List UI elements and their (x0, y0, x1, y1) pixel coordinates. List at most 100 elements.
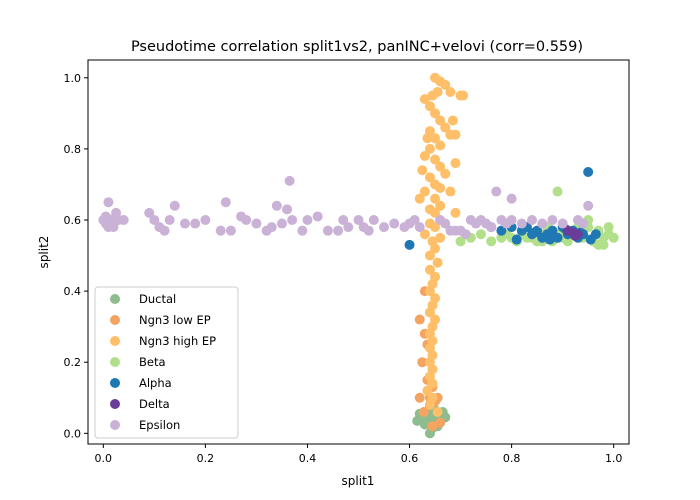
data-point-epsilon (100, 211, 111, 222)
data-point-epsilon (225, 225, 236, 236)
data-point-alpha (590, 229, 601, 240)
data-point-epsilon (322, 225, 333, 236)
data-point-ngn3-high-ep (430, 222, 441, 233)
legend: Ductal Ngn3 low EP Ngn3 high EP Beta Alpha De… (94, 286, 239, 439)
legend-label-alpha: Alpha (139, 376, 172, 390)
data-point-ngn3-high-ep (432, 407, 443, 417)
data-point-ngn3-high-ep (450, 158, 461, 169)
data-point-beta (598, 239, 609, 250)
y-tick-label: 1.0 (64, 72, 82, 85)
data-point-beta (608, 232, 619, 243)
data-point-ngn3-high-ep (435, 115, 446, 126)
data-point-epsilon (144, 207, 155, 218)
data-point-epsilon (284, 175, 295, 186)
data-point-epsilon (557, 218, 568, 229)
data-point-ngn3-high-ep (440, 122, 451, 133)
data-point-ngn3-high-ep (450, 129, 461, 140)
y-tick-label: 0.2 (64, 356, 82, 369)
data-point-epsilon (491, 186, 502, 197)
legend-marker-delta (110, 399, 120, 409)
data-point-ngn3-low-ep (418, 407, 429, 417)
data-point-ngn3-high-ep (427, 378, 438, 389)
legend-label-ductal: Ductal (139, 292, 176, 306)
data-point-epsilon (578, 218, 589, 229)
x-tick-label: 0.6 (401, 452, 419, 465)
data-point-ngn3-high-ep (419, 186, 430, 197)
data-point-epsilon (190, 218, 201, 229)
data-point-ngn3-high-ep (424, 307, 435, 318)
x-tick-label: 1.0 (605, 452, 623, 465)
legend-box (94, 286, 239, 439)
legend-label-delta: Delta (139, 397, 170, 411)
chart-title: Pseudotime correlation split1vs2, panINC… (131, 39, 583, 55)
data-point-delta (567, 227, 578, 238)
data-point-alpha (404, 239, 415, 250)
data-point-epsilon (445, 225, 456, 236)
y-tick-label: 0.0 (64, 427, 82, 440)
legend-marker-alpha (110, 378, 120, 388)
y-tick-label: 0.8 (64, 143, 82, 156)
data-point-ngn3-high-ep (440, 168, 451, 179)
data-point-epsilon (363, 225, 374, 236)
data-point-ngn3-high-ep (430, 108, 441, 119)
x-tick-label: 0.4 (299, 452, 317, 465)
data-point-ngn3-high-ep (424, 250, 435, 261)
data-point-ngn3-low-ep (414, 314, 425, 325)
data-point-alpha (529, 227, 540, 238)
data-point-epsilon (179, 218, 190, 229)
data-point-ngn3-low-ep (435, 417, 446, 428)
data-point-epsilon (287, 215, 298, 225)
data-point-epsilon (302, 215, 313, 225)
data-point-epsilon (266, 222, 277, 233)
data-point-epsilon (486, 222, 497, 233)
data-point-ngn3-high-ep (458, 90, 469, 101)
legend-marker-epsilon (110, 420, 120, 430)
data-point-epsilon (435, 215, 446, 225)
data-point-epsilon (200, 215, 211, 225)
x-axis-label: split1 (342, 474, 375, 488)
data-point-ngn3-high-ep (419, 151, 430, 161)
data-point-ngn3-high-ep (435, 232, 446, 243)
data-point-ngn3-high-ep (445, 87, 456, 97)
data-point-ngn3-low-ep (414, 392, 425, 403)
y-tick-label: 0.4 (64, 285, 82, 298)
data-point-ngn3-high-ep (419, 229, 430, 240)
data-point-ngn3-high-ep (417, 165, 428, 176)
data-point-ngn3-high-ep (450, 207, 461, 218)
legend-marker-ductal (110, 294, 120, 304)
data-point-ngn3-high-ep (445, 186, 456, 197)
data-point-epsilon (379, 222, 390, 233)
data-point-alpha (583, 167, 594, 177)
data-point-ngn3-high-ep (430, 207, 441, 218)
points-layer (98, 72, 619, 439)
data-point-ngn3-high-ep (432, 257, 443, 268)
data-point-ngn3-high-ep (424, 264, 435, 275)
data-point-epsilon (276, 218, 287, 229)
data-point-epsilon (414, 222, 425, 233)
data-point-ngn3-high-ep (424, 286, 435, 297)
data-point-alpha (544, 234, 555, 245)
data-point-epsilon (103, 222, 114, 233)
data-point-ngn3-high-ep (430, 133, 441, 144)
data-point-beta (603, 222, 614, 233)
data-point-epsilon (343, 222, 354, 233)
data-point-ngn3-high-ep (435, 140, 446, 151)
data-point-epsilon (537, 218, 548, 229)
data-point-ngn3-high-ep (424, 172, 435, 183)
data-point-beta (552, 186, 563, 197)
x-tick-label: 0.8 (503, 452, 521, 465)
data-point-ngn3-high-ep (424, 143, 435, 154)
legend-marker-ngn3-high-ep (110, 336, 120, 346)
data-point-ngn3-high-ep (414, 193, 425, 204)
data-point-ngn3-high-ep (430, 154, 441, 165)
legend-label-beta: Beta (139, 355, 166, 369)
data-point-epsilon (409, 215, 420, 225)
plot-frame (87, 59, 630, 445)
data-point-ngn3-high-ep (435, 200, 446, 211)
data-point-epsilon (118, 215, 129, 225)
data-point-alpha (511, 234, 522, 245)
data-point-ngn3-high-ep (424, 399, 435, 410)
data-point-ngn3-high-ep (435, 161, 446, 172)
y-tick-label: 0.6 (64, 214, 82, 227)
